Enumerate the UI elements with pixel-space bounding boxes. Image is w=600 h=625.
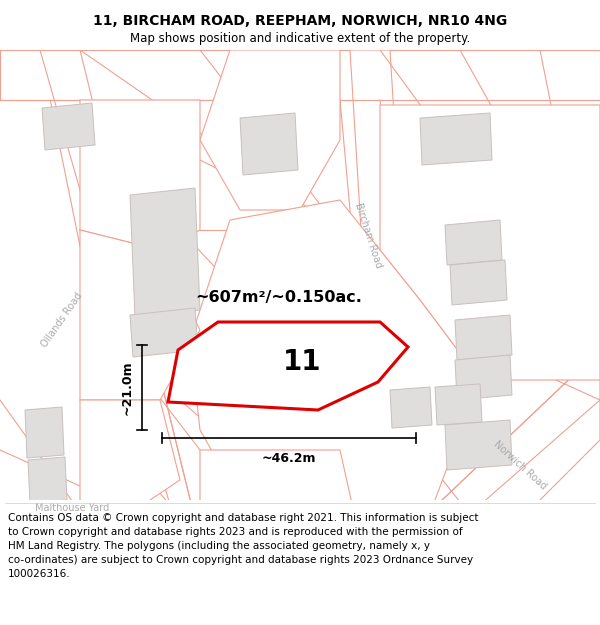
Text: Bircham Road: Bircham Road (353, 201, 383, 269)
Polygon shape (435, 384, 482, 425)
Polygon shape (420, 113, 492, 165)
Text: Contains OS data © Crown copyright and database right 2021. This information is : Contains OS data © Crown copyright and d… (8, 513, 479, 523)
Polygon shape (445, 420, 512, 470)
Polygon shape (400, 350, 600, 540)
Text: Malthouse Yard: Malthouse Yard (35, 503, 109, 513)
Text: ~607m²/~0.150ac.: ~607m²/~0.150ac. (195, 290, 362, 305)
Text: Ollands Road: Ollands Road (40, 291, 85, 349)
Polygon shape (80, 230, 200, 400)
Polygon shape (80, 400, 180, 520)
Text: co-ordinates) are subject to Crown copyright and database rights 2023 Ordnance S: co-ordinates) are subject to Crown copyr… (8, 555, 473, 565)
Text: Map shows position and indicative extent of the property.: Map shows position and indicative extent… (130, 32, 470, 45)
Polygon shape (168, 322, 408, 410)
Polygon shape (130, 188, 200, 318)
Polygon shape (200, 50, 340, 210)
Polygon shape (350, 50, 420, 540)
Polygon shape (130, 308, 198, 357)
Text: 11: 11 (283, 348, 322, 376)
Polygon shape (40, 50, 200, 540)
Text: HM Land Registry. The polygons (including the associated geometry, namely x, y: HM Land Registry. The polygons (includin… (8, 541, 430, 551)
Text: ~46.2m: ~46.2m (262, 452, 316, 465)
Text: ~21.0m: ~21.0m (121, 360, 134, 415)
Polygon shape (28, 457, 67, 503)
Polygon shape (0, 50, 600, 100)
Polygon shape (390, 387, 432, 428)
Text: Norwich Road: Norwich Road (491, 439, 548, 491)
Polygon shape (450, 260, 507, 305)
Text: to Crown copyright and database rights 2023 and is reproduced with the permissio: to Crown copyright and database rights 2… (8, 527, 463, 537)
Text: 100026316.: 100026316. (8, 569, 71, 579)
Polygon shape (80, 100, 200, 250)
Polygon shape (240, 113, 298, 175)
Polygon shape (380, 105, 600, 380)
Text: 11, BIRCHAM ROAD, REEPHAM, NORWICH, NR10 4NG: 11, BIRCHAM ROAD, REEPHAM, NORWICH, NR10… (93, 14, 507, 28)
Polygon shape (42, 103, 95, 150)
Polygon shape (455, 355, 512, 400)
Polygon shape (190, 200, 480, 540)
Polygon shape (200, 450, 360, 540)
Polygon shape (25, 407, 64, 458)
Polygon shape (455, 315, 512, 360)
Polygon shape (445, 220, 502, 265)
